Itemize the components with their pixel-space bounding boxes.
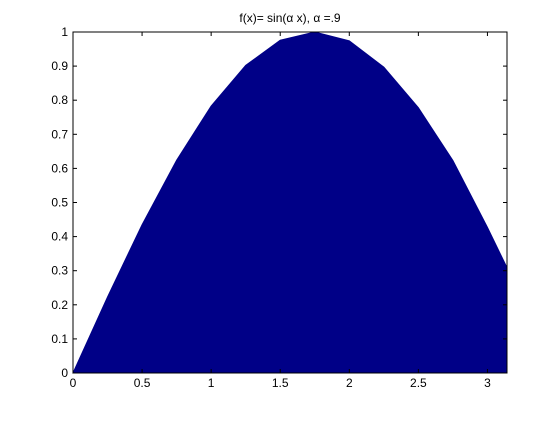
y-tick-label: 1 xyxy=(61,25,68,39)
x-tick-label: 0.5 xyxy=(134,376,151,390)
y-tick-label: 0.8 xyxy=(51,93,68,107)
x-tick-label: 0 xyxy=(70,376,77,390)
y-tick-label: 0.5 xyxy=(51,196,68,210)
x-tick-label: 2.5 xyxy=(410,376,427,390)
x-tick-label: 1.5 xyxy=(272,376,289,390)
y-tick-label: 0.3 xyxy=(51,264,68,278)
y-axis: 0 0.1 0.2 0.3 0.4 0.5 0.6 0.7 0.8 0.9 1 xyxy=(51,25,507,380)
x-tick-label: 1 xyxy=(208,376,215,390)
y-tick-label: 0.1 xyxy=(51,332,68,346)
x-tick-label: 3 xyxy=(484,376,491,390)
y-tick-label: 0.9 xyxy=(51,59,68,73)
y-tick-label: 0.7 xyxy=(51,127,68,141)
x-axis: 0 0.5 1 1.5 2 2.5 3 xyxy=(70,32,491,390)
plot-area xyxy=(72,31,508,374)
chart-title: f(x)= sin(α x), α =.9 xyxy=(239,11,341,25)
x-tick-label: 2 xyxy=(346,376,353,390)
y-tick-label: 0.2 xyxy=(51,298,68,312)
y-tick-label: 0.4 xyxy=(51,230,68,244)
y-tick-label: 0 xyxy=(61,366,68,380)
y-tick-label: 0.6 xyxy=(51,161,68,175)
area-series xyxy=(72,31,508,374)
